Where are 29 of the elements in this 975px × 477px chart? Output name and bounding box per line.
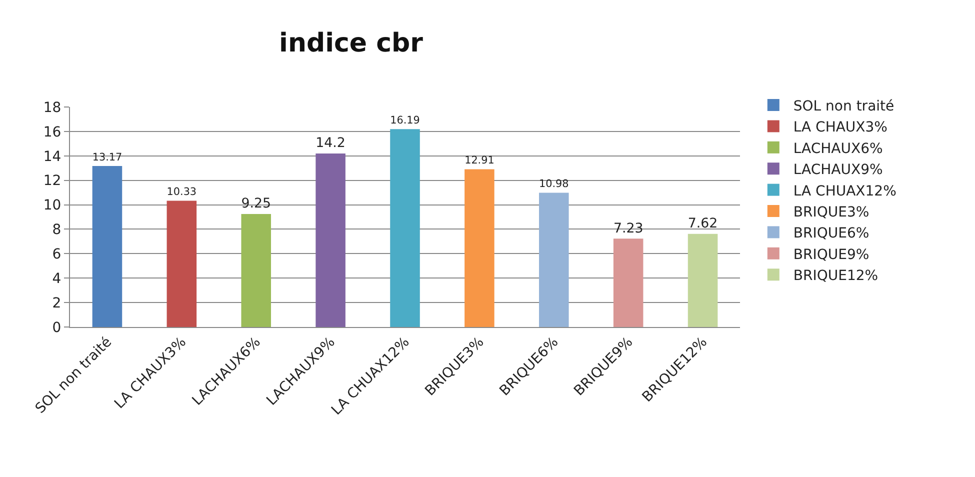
y-tick-label: 10 <box>43 198 62 214</box>
legend-label: SOL non traité <box>793 98 894 114</box>
data-label: 7.62 <box>688 216 718 232</box>
y-tick-label: 16 <box>43 124 62 140</box>
y-tick-label: 0 <box>52 320 62 336</box>
data-label: 10.33 <box>166 186 197 198</box>
legend-label: BRIQUE3% <box>793 204 870 220</box>
data-label: 12.91 <box>464 154 494 167</box>
y-tick-label: 6 <box>52 246 62 263</box>
y-tick-label: 4 <box>52 271 62 288</box>
data-label: 10.98 <box>539 178 569 190</box>
data-label: 9.25 <box>241 196 271 212</box>
y-tick-label: 18 <box>43 100 62 116</box>
legend-label: LA CHUAX12% <box>793 183 896 200</box>
data-label: 7.23 <box>613 221 644 236</box>
data-label: 16.19 <box>390 114 420 127</box>
legend-label: BRIQUE12% <box>793 268 878 284</box>
y-tick-label: 14 <box>43 148 62 165</box>
y-tick-label: 2 <box>52 295 62 312</box>
legend-label: LA CHAUX3% <box>793 120 888 136</box>
data-label: 13.17 <box>92 151 122 164</box>
y-tick-label: 12 <box>43 173 62 190</box>
y-tick-label: 8 <box>52 222 62 238</box>
legend-label: BRIQUE9% <box>793 246 870 263</box>
legend-label: LACHAUX9% <box>793 162 883 178</box>
data-label: 14.2 <box>316 136 346 152</box>
chart-title: indice cbr <box>279 28 424 59</box>
legend-label: LACHAUX6% <box>793 140 883 157</box>
legend-label: BRIQUE6% <box>793 226 870 242</box>
